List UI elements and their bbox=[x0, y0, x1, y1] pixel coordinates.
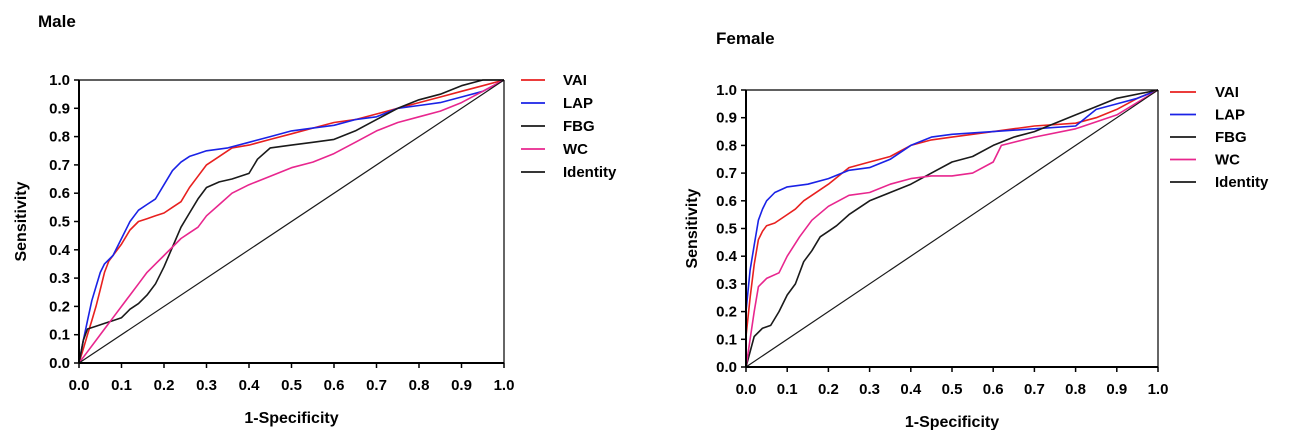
y-tick-label: 0.2 bbox=[49, 298, 70, 315]
x-tick-label: 0.0 bbox=[69, 377, 90, 394]
series-line-identity bbox=[745, 89, 1159, 368]
y-tick-label: 1.0 bbox=[716, 82, 737, 99]
y-tick-label: 0.1 bbox=[716, 331, 737, 348]
y-tick-label: 0.9 bbox=[716, 110, 737, 127]
series-line-wc bbox=[745, 89, 1159, 368]
y-tick-label: 0.7 bbox=[49, 157, 70, 174]
y-tick-label: 0.3 bbox=[716, 276, 737, 293]
x-tick-label: 0.9 bbox=[1106, 381, 1127, 398]
x-axis-title: 1-Specificity bbox=[244, 410, 338, 427]
legend-label-wc: WC bbox=[1215, 152, 1240, 169]
legend-label-lap: LAP bbox=[1215, 107, 1245, 124]
x-tick-label: 0.4 bbox=[239, 377, 261, 394]
y-axis-title: Sensitivity bbox=[13, 181, 30, 261]
chart-title: Female bbox=[716, 29, 775, 48]
x-tick-label: 0.6 bbox=[324, 377, 345, 394]
x-tick-label: 0.2 bbox=[154, 377, 175, 394]
series-line-fbg bbox=[745, 89, 1159, 368]
y-tick-label: 1.0 bbox=[49, 72, 70, 89]
y-tick-label: 0.0 bbox=[716, 359, 737, 376]
x-tick-label: 0.5 bbox=[281, 377, 302, 394]
chart-panel-male: Male 0.0 0.0 0.1 0.1 0.2 0.2 0.3 0.3 0.4 0.4 0.5 0.5… bbox=[13, 12, 617, 427]
x-tick-label: 0.1 bbox=[111, 377, 132, 394]
y-tick-label: 0.0 bbox=[49, 355, 70, 372]
x-tick-label: 0.7 bbox=[366, 377, 387, 394]
x-tick-label: 0.7 bbox=[1024, 381, 1045, 398]
y-tick-label: 0.8 bbox=[49, 129, 70, 146]
y-tick-label: 0.9 bbox=[49, 100, 70, 117]
x-tick-label: 0.4 bbox=[900, 381, 922, 398]
series-line-vai bbox=[745, 89, 1159, 367]
series-line-lap bbox=[745, 89, 1159, 367]
x-tick-label: 0.2 bbox=[818, 381, 839, 398]
legend: VAI LAP FBG WC Identity bbox=[1170, 84, 1269, 191]
x-tick-label: 0.9 bbox=[451, 377, 472, 394]
y-tick-label: 0.3 bbox=[49, 270, 70, 287]
y-tick-label: 0.5 bbox=[49, 214, 70, 231]
legend-label-identity: Identity bbox=[563, 164, 617, 181]
y-tick-label: 0.5 bbox=[716, 221, 737, 238]
legend-label-wc: WC bbox=[563, 141, 588, 158]
legend-label-vai: VAI bbox=[563, 72, 587, 89]
y-tick-label: 0.4 bbox=[49, 242, 71, 259]
series-line-lap bbox=[78, 79, 505, 364]
y-tick-label: 0.8 bbox=[716, 137, 737, 154]
series-line-vai bbox=[78, 79, 505, 364]
x-tick-label: 0.3 bbox=[196, 377, 217, 394]
x-tick-label: 0.8 bbox=[1065, 381, 1086, 398]
series-line-wc bbox=[78, 79, 505, 364]
y-tick-label: 0.6 bbox=[49, 185, 70, 202]
x-axis-title: 1-Specificity bbox=[905, 414, 999, 430]
y-tick-label: 0.7 bbox=[716, 165, 737, 182]
legend: VAI LAP FBG WC Identity bbox=[521, 72, 617, 181]
y-tick-label: 0.6 bbox=[716, 193, 737, 210]
legend-label-fbg: FBG bbox=[563, 118, 595, 135]
x-tick-label: 0.8 bbox=[409, 377, 430, 394]
y-tick-label: 0.4 bbox=[716, 248, 738, 265]
y-tick-label: 0.1 bbox=[49, 327, 70, 344]
legend-label-fbg: FBG bbox=[1215, 129, 1247, 146]
chart-panel-female: Female 0.0 0.0 0.1 0.1 0.2 0.2 0.3 0.3 0.4 0.4 0.5 0… bbox=[684, 29, 1269, 430]
x-tick-label: 0.3 bbox=[859, 381, 880, 398]
legend-label-identity: Identity bbox=[1215, 174, 1269, 191]
x-tick-label: 0.0 bbox=[736, 381, 757, 398]
y-axis-title: Sensitivity bbox=[684, 188, 701, 268]
series-line-fbg bbox=[78, 79, 504, 364]
y-tick-label: 0.2 bbox=[716, 304, 737, 321]
series-line-identity bbox=[78, 79, 505, 364]
x-tick-label: 0.5 bbox=[942, 381, 963, 398]
x-tick-label: 1.0 bbox=[494, 377, 515, 394]
x-tick-label: 1.0 bbox=[1148, 381, 1169, 398]
legend-label-vai: VAI bbox=[1215, 84, 1239, 101]
x-tick-label: 0.6 bbox=[983, 381, 1004, 398]
legend-label-lap: LAP bbox=[563, 95, 593, 112]
x-tick-label: 0.1 bbox=[777, 381, 798, 398]
chart-title: Male bbox=[38, 12, 76, 31]
